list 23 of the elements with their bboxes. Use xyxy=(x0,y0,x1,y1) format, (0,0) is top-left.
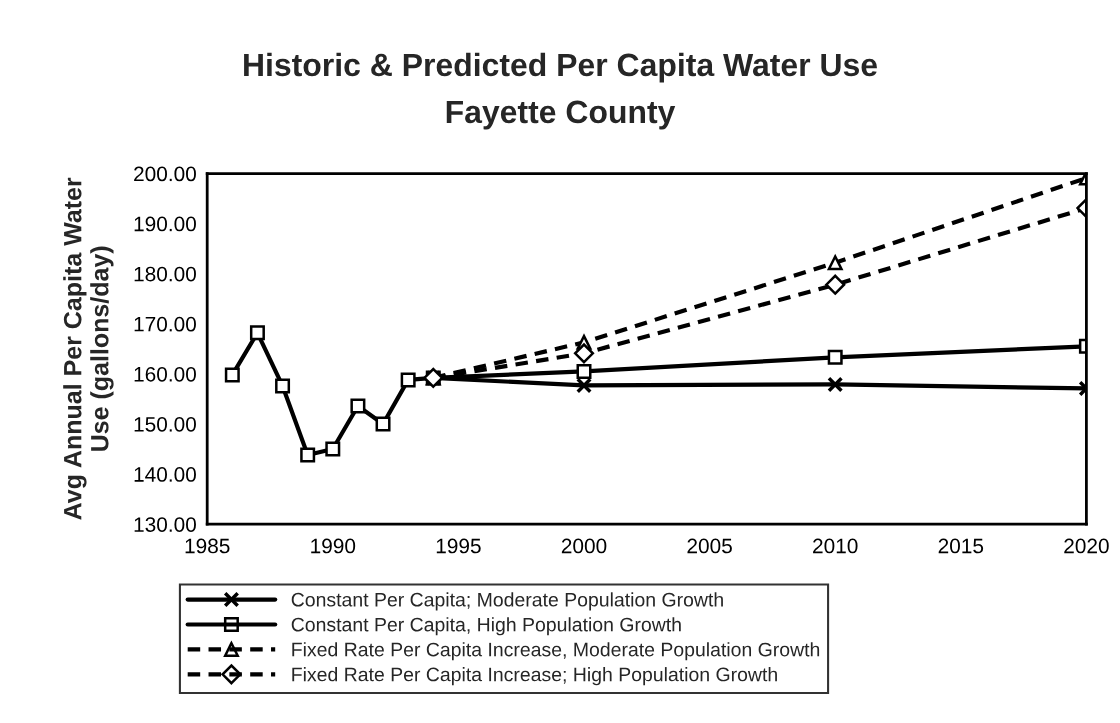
x-tick-label: 1990 xyxy=(311,538,356,554)
y-tick-label: 200.00 xyxy=(134,166,196,182)
y-tick-label: 170.00 xyxy=(134,316,196,332)
x-tick-label: 2000 xyxy=(561,538,607,554)
chart-subtitle: Fayette County xyxy=(446,100,676,130)
y-tick-label: 140.00 xyxy=(134,467,196,482)
x-tick-label: 2020 xyxy=(1064,538,1109,554)
legend-label: Fixed Rate Per Capita Increase, Moderate Population Growth xyxy=(292,642,820,661)
legend-label: Constant Per Capita, High Population Growth xyxy=(291,617,681,636)
y-tick-label: 180.00 xyxy=(134,266,196,282)
x-tick-label: 2010 xyxy=(813,538,858,554)
y-axis-title: Avg Annual Per Capita Water Use (gallons/day) xyxy=(63,177,114,520)
y-tick-label: 150.00 xyxy=(134,416,196,432)
legend-label: Fixed Rate Per Capita Increase; High Population Growth xyxy=(292,667,777,686)
x-tick-label: 2005 xyxy=(687,538,732,554)
x-tick-label: 1995 xyxy=(436,538,481,554)
x-tick-label: 2015 xyxy=(938,538,984,554)
y-tick-label: 190.00 xyxy=(134,216,196,232)
legend-label: Constant Per Capita; Moderate Population Growth xyxy=(291,592,723,611)
chart-title: Historic & Predicted Per Capita Water Use xyxy=(244,52,877,83)
y-tick-label: 160.00 xyxy=(134,366,196,382)
y-tick-label: 130.00 xyxy=(134,517,196,532)
x-tick-label: 1985 xyxy=(185,538,230,554)
